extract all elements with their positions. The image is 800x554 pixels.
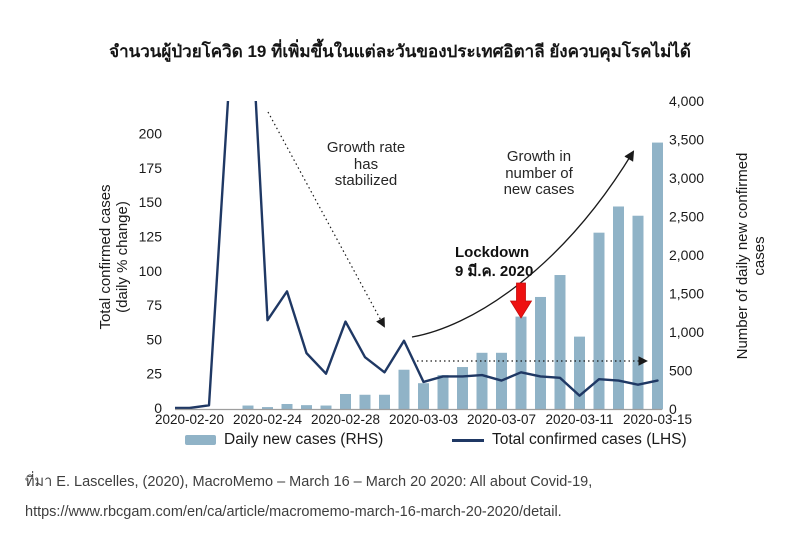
right-tick-label: 1,500 <box>669 286 704 302</box>
bar <box>379 394 390 410</box>
left-tick-label: 0 <box>154 400 162 416</box>
bar <box>457 367 468 410</box>
source-url: https://www.rbcgam.com/en/ca/article/mac… <box>25 504 562 520</box>
bar <box>535 296 546 410</box>
bar <box>359 394 371 410</box>
left-axis-ticks: 0 25 50 75 100 125 150 175 200 <box>139 126 163 416</box>
x-tick-label: 2020-03-07 <box>467 412 536 427</box>
bar <box>281 403 293 410</box>
annotation-line: Growth rate <box>326 139 406 156</box>
x-axis-ticks: 2020-02-20 2020-02-24 2020-02-28 2020-03-03… <box>155 412 692 427</box>
right-tick-label: 4,000 <box>669 93 704 109</box>
line-swatch-icon <box>452 438 484 442</box>
growth-new-cases-annotation: Growth in number of new cases <box>478 148 600 199</box>
bar <box>437 375 449 410</box>
right-tick-label: 500 <box>669 363 693 379</box>
left-axis-title: Total confirmed cases(daily % change) <box>97 184 131 329</box>
source-citation: ที่มา E. Lascelles, (2020), MacroMemo – … <box>25 473 775 522</box>
legend-item-daily-new-cases: Daily new cases (RHS) <box>185 431 383 449</box>
right-tick-label: 2,000 <box>669 247 704 263</box>
left-tick-label: 200 <box>139 126 163 142</box>
annotation-line: stabilized <box>334 172 398 189</box>
bar <box>242 405 254 410</box>
growth-rate-annotation: Growth rate has stabilized <box>300 139 432 190</box>
left-tick-label: 25 <box>146 366 162 382</box>
right-axis-title: Number of daily new confirmedcases <box>734 153 768 360</box>
x-tick-label: 2020-03-15 <box>623 412 692 427</box>
lockdown-label: Lockdown <box>455 244 530 261</box>
annotation-line: Growth in <box>506 148 572 165</box>
x-tick-label: 2020-03-11 <box>545 412 613 427</box>
stabilized-arrow <box>267 111 385 328</box>
x-tick-label: 2020-02-28 <box>311 412 380 427</box>
x-tick-label: 2020-02-24 <box>233 412 303 427</box>
line-series <box>175 101 659 410</box>
right-tick-label: 1,000 <box>669 324 704 340</box>
bar-swatch-icon <box>185 435 216 445</box>
bar <box>574 336 585 410</box>
annotation-line: has <box>353 155 379 173</box>
bar <box>476 352 488 410</box>
right-tick-label: 2,500 <box>669 209 704 225</box>
x-tick-label: 2020-02-20 <box>155 412 224 427</box>
page-title: จำนวนผู้ป่วยโควิด 19 ที่เพิ่มขึ้นในแต่ละ… <box>109 42 691 61</box>
bar <box>593 232 605 410</box>
left-tick-label: 150 <box>139 194 163 210</box>
bar <box>262 407 273 410</box>
bar <box>652 142 663 410</box>
bar <box>320 405 332 410</box>
lockdown-date: 9 มี.ค. 2020 <box>455 263 534 280</box>
line-path <box>175 101 659 410</box>
right-axis-ticks: 0 500 1,000 1,500 2,000 2,500 3,000 3,500 4,000 <box>669 93 704 417</box>
right-tick-label: 0 <box>669 401 677 417</box>
bar <box>632 215 644 410</box>
legend-label: Total confirmed cases (LHS) <box>492 431 687 448</box>
right-tick-label: 3,000 <box>669 170 704 186</box>
lockdown-red-arrow-icon <box>509 282 533 319</box>
source-text: ที่มา E. Lascelles, (2020), MacroMemo – … <box>25 474 593 490</box>
bar <box>301 405 312 410</box>
legend-item-total-confirmed: Total confirmed cases (LHS) <box>452 431 687 449</box>
legend-label: Daily new cases (RHS) <box>224 431 384 448</box>
bar <box>515 316 527 410</box>
annotation-line: new cases <box>503 181 575 198</box>
x-tick-label: 2020-03-03 <box>389 412 458 427</box>
legend: Daily new cases (RHS) Total confirmed ca… <box>0 431 800 455</box>
left-tick-label: 175 <box>139 160 163 176</box>
lockdown-annotation: Lockdown 9 มี.ค. 2020 <box>455 243 577 281</box>
right-tick-label: 3,500 <box>669 132 704 148</box>
bar <box>418 383 429 410</box>
bar <box>340 393 351 410</box>
left-tick-label: 75 <box>146 297 162 313</box>
bar <box>398 369 410 410</box>
bar <box>613 206 624 410</box>
left-tick-label: 125 <box>139 229 163 245</box>
left-tick-label: 50 <box>146 331 162 347</box>
annotation-line: number of <box>505 164 573 182</box>
left-tick-label: 100 <box>139 263 163 279</box>
bar <box>554 275 566 410</box>
